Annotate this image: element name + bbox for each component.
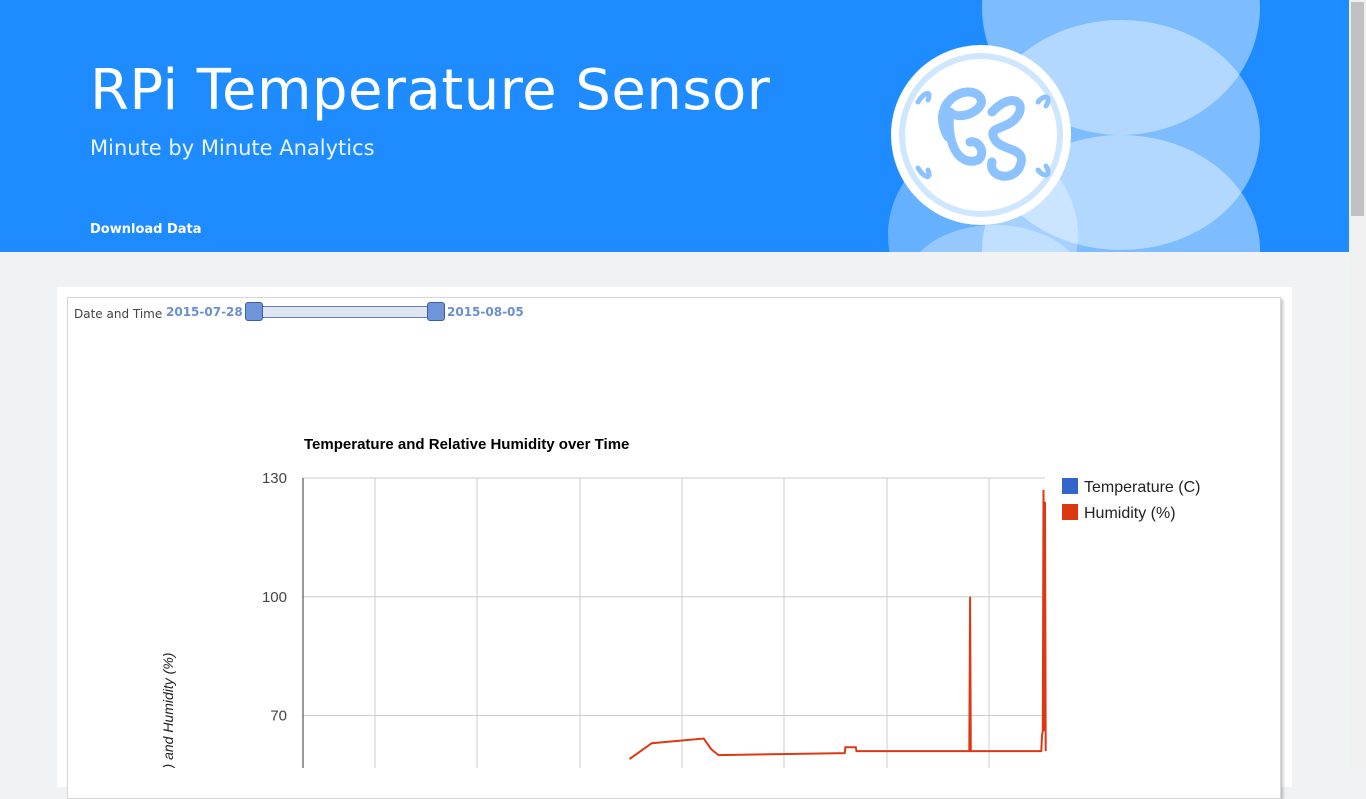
header-banner: RPi Temperature Sensor Minute by Minute … [0,0,1349,252]
y-tick-label: 130 [262,470,287,487]
page-title: RPi Temperature Sensor [90,58,771,123]
y-axis-label: Temperature (C) and Humidity (%) [160,653,176,768]
chart-legend: Temperature (C) Humidity (%) [1062,478,1200,522]
series-line-humidity [628,489,1047,760]
date-filter-label: Date and Time [74,307,163,321]
temperature-humidity-chart: Temperature and Relative Humidity over T… [160,436,1200,768]
download-data-link[interactable]: Download Data [90,222,202,237]
y-tick-label: 70 [270,708,287,725]
y-tick-label: 100 [262,589,287,606]
scrollbar-thumb[interactable] [1351,2,1364,216]
legend-label-humidity: Humidity (%) [1084,505,1176,522]
chart-title: Temperature and Relative Humidity over T… [304,436,629,453]
y-axis-ticks: 130 100 70 [262,470,287,725]
range-start-value: 2015-07-28 [166,305,243,319]
chart-series [628,489,1047,760]
range-end-value: 2015-08-05 [447,305,524,319]
chart-grid [302,477,1045,768]
range-start-handle[interactable] [245,302,263,321]
page-subtitle: Minute by Minute Analytics [90,136,375,160]
legend-swatch-temperature [1062,478,1078,494]
ge-logo-icon [891,45,1071,225]
legend-label-temperature: Temperature (C) [1084,479,1200,496]
range-end-handle[interactable] [427,302,445,321]
legend-swatch-humidity [1062,504,1078,520]
